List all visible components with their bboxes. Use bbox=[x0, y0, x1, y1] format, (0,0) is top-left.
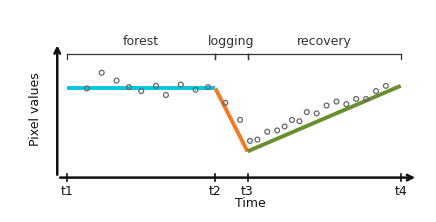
Point bbox=[246, 139, 253, 143]
Text: Pixel values: Pixel values bbox=[30, 72, 42, 146]
Point bbox=[274, 129, 281, 132]
Point bbox=[204, 85, 211, 89]
Text: forest: forest bbox=[123, 35, 159, 48]
Point bbox=[113, 79, 120, 82]
Point bbox=[313, 112, 320, 115]
Text: t3: t3 bbox=[241, 185, 254, 198]
Text: t4: t4 bbox=[394, 185, 407, 198]
Point bbox=[237, 118, 244, 122]
Point bbox=[372, 89, 379, 93]
Point bbox=[303, 110, 310, 114]
Point bbox=[222, 101, 229, 105]
Point bbox=[333, 100, 340, 103]
Point bbox=[83, 87, 90, 90]
Point bbox=[138, 89, 145, 93]
Point bbox=[281, 125, 288, 128]
Point bbox=[353, 97, 360, 101]
Point bbox=[264, 130, 271, 133]
Text: Time: Time bbox=[235, 197, 266, 210]
Point bbox=[296, 119, 303, 123]
Text: t2: t2 bbox=[209, 185, 222, 198]
Point bbox=[343, 102, 350, 106]
Point bbox=[363, 97, 370, 101]
Point bbox=[153, 84, 160, 88]
Point bbox=[382, 84, 389, 88]
Text: t1: t1 bbox=[61, 185, 74, 198]
Point bbox=[323, 104, 330, 107]
Text: recovery: recovery bbox=[296, 35, 351, 48]
Point bbox=[177, 83, 184, 86]
Point bbox=[126, 85, 133, 89]
Point bbox=[98, 71, 105, 75]
Point bbox=[163, 93, 170, 97]
Text: logging: logging bbox=[208, 35, 255, 48]
Point bbox=[289, 118, 296, 122]
Point bbox=[192, 88, 199, 91]
Point bbox=[254, 138, 261, 141]
